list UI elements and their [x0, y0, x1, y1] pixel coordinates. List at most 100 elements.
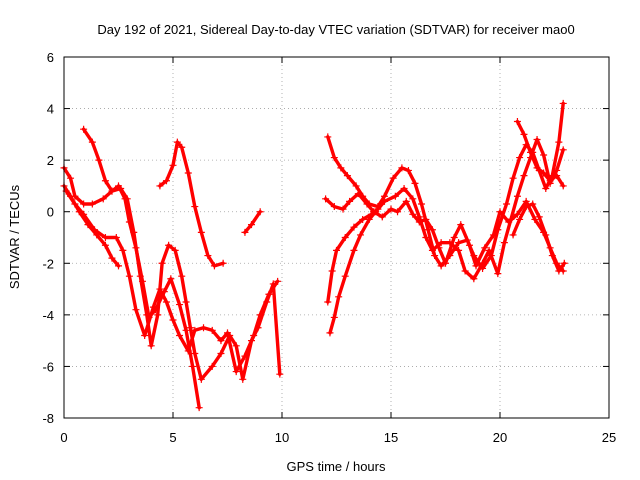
data-point [191, 350, 199, 358]
data-point [516, 154, 524, 162]
data-point [210, 262, 218, 270]
data-point [442, 259, 449, 267]
data-point [555, 138, 563, 146]
data-point [101, 241, 109, 249]
data-point [559, 99, 567, 107]
grid-lines [64, 57, 609, 418]
series-line [243, 209, 262, 235]
data-point [533, 164, 541, 172]
data-point [324, 298, 332, 306]
x-tick-label: 15 [384, 430, 398, 445]
data-point [428, 246, 436, 254]
data-point [149, 303, 157, 311]
data-point [485, 246, 493, 254]
series-track-11 [513, 117, 567, 190]
data-point [520, 172, 528, 180]
data-point [197, 375, 205, 383]
data-point [247, 221, 255, 229]
data-point [241, 352, 249, 360]
data-point [101, 177, 109, 185]
data-point [125, 272, 133, 280]
data-point [239, 375, 247, 383]
data-point [559, 182, 567, 190]
data-point [437, 239, 445, 247]
data-point [250, 331, 258, 339]
chart-title: Day 192 of 2021, Sidereal Day-to-day VTE… [97, 22, 574, 37]
data-point [450, 234, 458, 241]
data-point [394, 208, 402, 216]
series-track-12 [509, 200, 568, 275]
data-point [546, 177, 554, 185]
data-point [520, 130, 528, 138]
x-tick-label: 5 [169, 430, 176, 445]
data-point [522, 203, 530, 211]
y-tick-label: -2 [42, 256, 54, 271]
data-point [509, 231, 517, 239]
data-point [479, 259, 487, 267]
data-point [184, 347, 192, 355]
data-point [346, 197, 354, 205]
data-point [165, 241, 173, 249]
data-point [507, 215, 515, 223]
data-point [560, 259, 568, 267]
data-point [352, 182, 360, 190]
data-point [428, 226, 436, 234]
data-point [363, 200, 371, 208]
data-point [169, 316, 177, 324]
series-track-4 [62, 187, 282, 376]
data-point [143, 311, 151, 319]
data-point [274, 277, 282, 285]
data-point [330, 203, 338, 211]
data-point [457, 221, 465, 229]
data-point [112, 234, 120, 241]
data-point [167, 275, 175, 283]
data-point [132, 306, 140, 314]
data-point [529, 200, 537, 208]
data-point [535, 213, 543, 221]
data-point [496, 208, 504, 216]
y-tick-label: -4 [42, 308, 54, 323]
data-point [158, 259, 166, 267]
data-point [119, 246, 127, 254]
data-point [191, 326, 199, 334]
data-point [217, 337, 225, 345]
data-point [88, 200, 96, 208]
x-tick-label: 25 [602, 430, 616, 445]
y-tick-label: 0 [47, 205, 54, 220]
data-point [176, 301, 184, 309]
data-point [265, 290, 273, 298]
data-point [169, 161, 177, 169]
data-point [540, 151, 548, 159]
data-point [141, 331, 149, 339]
data-point [409, 210, 417, 218]
data-point [219, 259, 227, 267]
data-point [108, 254, 116, 262]
y-tick-label: 2 [47, 153, 54, 168]
data-point [178, 143, 186, 151]
data-point [156, 285, 164, 293]
data-point [513, 117, 521, 125]
data-point [204, 252, 212, 260]
data-point [555, 267, 563, 275]
data-point [178, 272, 186, 280]
data-point [391, 192, 399, 200]
x-axis-label: GPS time / hours [287, 459, 386, 474]
y-axis-label: SDTVAR / TECUs [7, 184, 22, 289]
y-tick-label: -8 [42, 411, 54, 426]
data-point [197, 228, 205, 236]
data-point [162, 177, 170, 185]
data-point [108, 187, 116, 195]
data-point [472, 262, 480, 270]
data-point [330, 154, 338, 162]
data-point [533, 136, 541, 144]
data-point [117, 185, 125, 193]
data-point [513, 192, 521, 200]
data-point [404, 166, 412, 174]
data-point [330, 313, 338, 321]
data-point [489, 231, 497, 239]
data-point [186, 324, 194, 332]
data-point [481, 244, 489, 252]
data-point [455, 246, 463, 254]
data-point [398, 164, 406, 172]
